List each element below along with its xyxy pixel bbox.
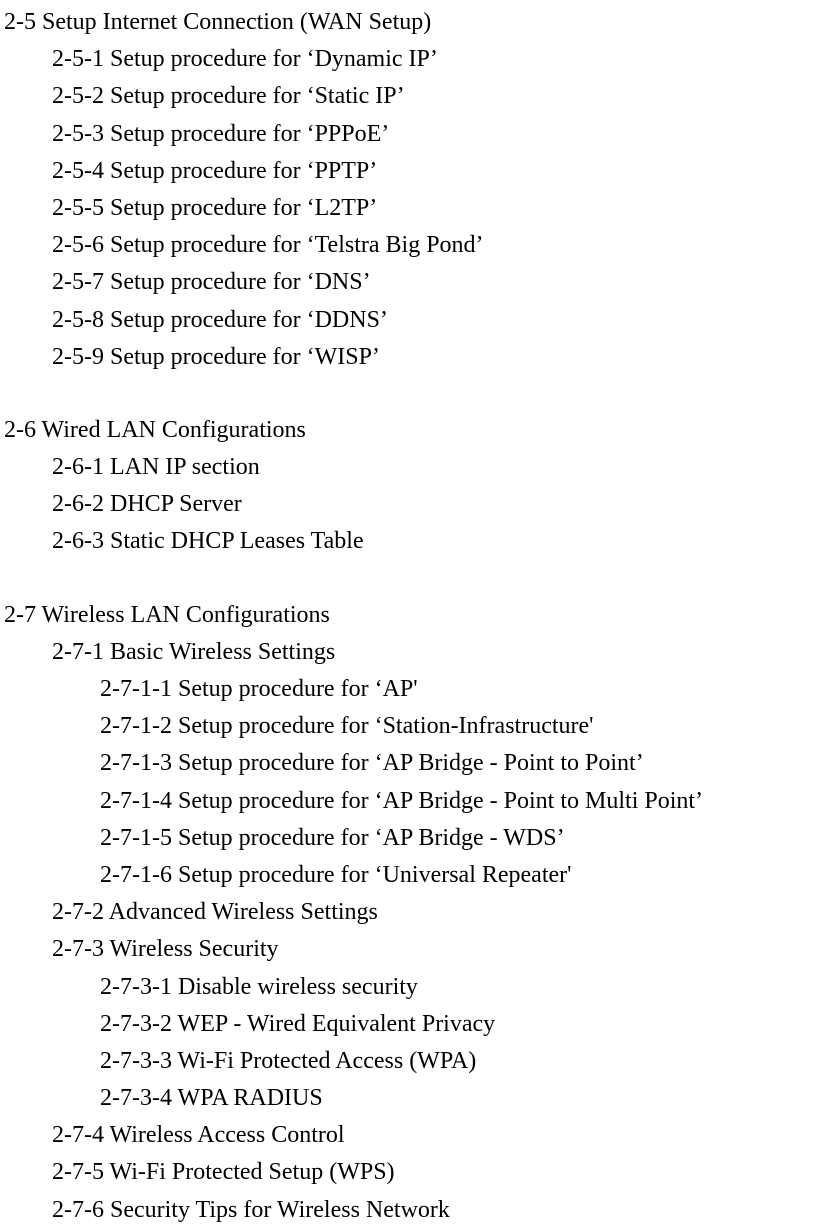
toc-entry: 2-7-1-4 Setup procedure for ‘AP Bridge -…: [100, 783, 829, 820]
toc-entry: 2-7-3-1 Disable wireless security: [100, 969, 829, 1006]
toc-entry: 2-7-3 Wireless Security: [52, 931, 829, 968]
toc-entry: 2-7-1-1 Setup procedure for ‘AP': [100, 671, 829, 708]
section-title: 2-7 Wireless LAN Configurations: [4, 597, 829, 634]
toc-entry: 2-7-3-2 WEP - Wired Equivalent Privacy: [100, 1006, 829, 1043]
toc-entry: 2-7-1 Basic Wireless Settings: [52, 634, 829, 671]
section-title: 2-5 Setup Internet Connection (WAN Setup…: [4, 4, 829, 41]
toc-container: 2-5 Setup Internet Connection (WAN Setup…: [4, 4, 829, 1229]
toc-entry: 2-7-1-6 Setup procedure for ‘Universal R…: [100, 857, 829, 894]
section-title: 2-6 Wired LAN Configurations: [4, 412, 829, 449]
toc-entry: 2-7-3-3 Wi-Fi Protected Access (WPA): [100, 1043, 829, 1080]
toc-entry: 2-6-1 LAN IP section: [52, 449, 829, 486]
toc-entry: 2-7-3-4 WPA RADIUS: [100, 1080, 829, 1117]
toc-entry: 2-5-4 Setup procedure for ‘PPTP’: [52, 153, 829, 190]
section-spacer: [4, 376, 829, 412]
toc-entry: 2-5-1 Setup procedure for ‘Dynamic IP’: [52, 41, 829, 78]
toc-entry: 2-7-6 Security Tips for Wireless Network: [52, 1192, 829, 1229]
toc-entry: 2-7-4 Wireless Access Control: [52, 1117, 829, 1154]
toc-entry: 2-7-1-5 Setup procedure for ‘AP Bridge -…: [100, 820, 829, 857]
toc-entry: 2-5-6 Setup procedure for ‘Telstra Big P…: [52, 227, 829, 264]
toc-entry: 2-7-1-3 Setup procedure for ‘AP Bridge -…: [100, 745, 829, 782]
toc-entry: 2-5-5 Setup procedure for ‘L2TP’: [52, 190, 829, 227]
toc-entry: 2-7-5 Wi-Fi Protected Setup (WPS): [52, 1154, 829, 1191]
toc-entry: 2-6-2 DHCP Server: [52, 486, 829, 523]
toc-entry: 2-5-2 Setup procedure for ‘Static IP’: [52, 78, 829, 115]
toc-entry: 2-6-3 Static DHCP Leases Table: [52, 523, 829, 560]
toc-entry: 2-5-3 Setup procedure for ‘PPPoE’: [52, 116, 829, 153]
toc-entry: 2-7-1-2 Setup procedure for ‘Station-Inf…: [100, 708, 829, 745]
toc-entry: 2-5-9 Setup procedure for ‘WISP’: [52, 339, 829, 376]
toc-entry: 2-7-2 Advanced Wireless Settings: [52, 894, 829, 931]
section-spacer: [4, 561, 829, 597]
toc-entry: 2-5-7 Setup procedure for ‘DNS’: [52, 264, 829, 301]
toc-entry: 2-5-8 Setup procedure for ‘DDNS’: [52, 302, 829, 339]
